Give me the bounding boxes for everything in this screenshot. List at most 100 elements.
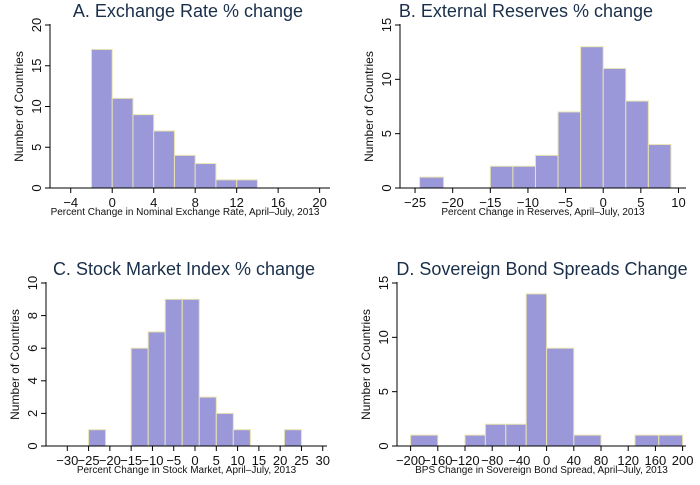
panel-b-bars (419, 46, 672, 189)
panel-c-x-tick-label: 30 (316, 453, 330, 468)
panel-a-bar (173, 154, 196, 189)
panel-b-x-tick-label: −25 (404, 195, 426, 210)
panel-d-y-tick-label: 5 (376, 388, 391, 395)
panel-d-x-tick-label: 200 (672, 453, 694, 468)
panel-b-y-tick-label: 10 (379, 72, 394, 86)
panel-c-bar (283, 429, 302, 447)
panel-a-x-tick-label: 8 (192, 195, 199, 210)
panel-c-y-tick-label: 0 (25, 442, 40, 449)
panel-d-x-tick-label: 160 (645, 453, 667, 468)
panel-c-bar (88, 429, 107, 447)
panel-d-title: D. Sovereign Bond Spreads Change (396, 259, 687, 279)
panel-c-x-tick-label: −30 (56, 453, 78, 468)
panel-a-bar (90, 48, 113, 189)
panel-b-x-ticks: −25 −20 −15 −10 −5 0 5 10 (404, 188, 686, 210)
panel-d-bar (484, 423, 507, 447)
panel-a-x-tick-label: −4 (63, 195, 78, 210)
panel-a-bar (236, 179, 258, 189)
panel-d-y-tick-label: 0 (376, 442, 391, 449)
panel-c-x-ticks: −30 −25 −20 −15 −10 −5 0 5 10 15 20 25 30 (56, 446, 330, 468)
panel-b-y-ticks: 0 5 10 15 (379, 18, 400, 192)
panel-d-bar (525, 293, 548, 447)
panel-a-bar (111, 97, 134, 189)
panel-b-x-tick-label: −5 (558, 195, 573, 210)
panel-a-x-tick-label: 0 (109, 195, 116, 210)
panel-c-bar (232, 429, 251, 447)
panel-c-x-tick-label: −5 (166, 453, 181, 468)
panel-c-x-tick-label: −10 (141, 453, 163, 468)
panel-a-title: A. Exchange Rate % change (73, 1, 303, 21)
panel-a-y-tick-label: 10 (29, 99, 44, 113)
panel-b-x-tick-label: 5 (637, 195, 644, 210)
panel-a-x-label: Percent Change in Nominal Exchange Rate,… (51, 207, 320, 218)
panel-c-y-tick-label: 10 (25, 276, 40, 290)
panel-d-x-tick-label: 80 (594, 453, 608, 468)
panel-a-y-tick-label: 5 (29, 144, 44, 151)
panel-d-y-ticks: 0 5 10 15 (376, 276, 397, 450)
panel-b-y-tick-label: 0 (379, 184, 394, 191)
panel-a-bar (194, 163, 217, 189)
panel-d-y-label: Number of Countries (359, 309, 373, 420)
panel-c-y-tick-label: 4 (25, 377, 40, 384)
panel-d-x-tick-label: 40 (567, 453, 581, 468)
panel-c-x-tick-label: 5 (213, 453, 220, 468)
panel-d: D. Sovereign Bond Spreads Change 051015 … (359, 259, 693, 476)
panel-a-x-tick-label: 4 (150, 195, 157, 210)
panel-b-bar (557, 111, 582, 189)
panel-b-y-tick-label: 5 (379, 130, 394, 137)
panel-d-bar (573, 434, 602, 447)
panel-a-y-tick-label: 0 (29, 184, 44, 191)
panel-a-x-tick-label: 16 (271, 195, 285, 210)
panel-c-bar (130, 347, 149, 447)
panel-c-x-tick-label: 20 (273, 453, 287, 468)
panel-a-bar (153, 130, 175, 189)
panel-b-x-tick-label: 10 (671, 195, 685, 210)
panel-b-x-label: Percent Change in Reserves, April–July, … (441, 207, 645, 218)
panel-a-y-ticks: 0 5 10 15 20 (29, 18, 50, 192)
panel-b-x-tick-label: 0 (600, 195, 607, 210)
panel-b-y-label: Number of Countries (362, 51, 376, 162)
panel-c-y-tick-label: 2 (25, 410, 40, 417)
panel-b-bar (580, 46, 604, 189)
panel-c-x-tick-label: 0 (191, 453, 198, 468)
panel-d-x-label: BPS Change in Sovereign Bond Spread, Apr… (415, 465, 668, 476)
panel-c-x-tick-label: −15 (120, 453, 142, 468)
panel-c-x-tick-label: −25 (78, 453, 100, 468)
panel-c-bar (215, 412, 234, 447)
panel-a-bars (90, 48, 258, 189)
panel-a-bar (132, 114, 155, 189)
panel-d-x-tick-label: −80 (481, 453, 503, 468)
panel-a: A. Exchange Rate % change 0 5 10 15 20 −4 0 4 8… (12, 1, 330, 218)
panel-d-bar (546, 347, 575, 447)
panel-d-bar (634, 434, 660, 447)
panel-b-x-tick-label: −15 (479, 195, 501, 210)
panel-a-x-tick-label: 12 (229, 195, 243, 210)
panel-c: C. Stock Market Index % change 0 2 4 6 8 10 −… (8, 259, 330, 476)
panel-d-bars (410, 293, 684, 447)
panel-c-title: C. Stock Market Index % change (53, 259, 315, 279)
panel-c-x-label: Percent Change in Stock Market, April–Ju… (77, 465, 297, 476)
panel-d-bar (505, 423, 527, 447)
panel-c-x-tick-label: −20 (99, 453, 121, 468)
panel-b-bar (489, 165, 514, 189)
panel-b-y-tick-label: 15 (379, 18, 394, 32)
panel-a-y-tick-label: 15 (29, 59, 44, 73)
panel-c-bar (147, 331, 166, 447)
panel-d-x-tick-label: 0 (543, 453, 550, 468)
panel-d-bar (410, 434, 439, 447)
panel-d-bar (658, 434, 684, 447)
panel-b-bar (602, 67, 627, 189)
panel-b-bar (647, 144, 672, 189)
panel-b-bar (534, 154, 559, 189)
panel-c-bars (88, 298, 302, 447)
panel-c-bar (181, 298, 200, 447)
panel-c-y-tick-label: 8 (25, 312, 40, 319)
panel-d-x-tick-label: −120 (450, 453, 479, 468)
panel-a-y-tick-label: 20 (29, 18, 44, 32)
panel-c-x-tick-label: 25 (294, 453, 308, 468)
panel-d-y-tick-label: 10 (376, 330, 391, 344)
panel-a-x-tick-label: 20 (312, 195, 326, 210)
panel-b-bar (625, 100, 649, 189)
panel-a-x-ticks: −4 0 4 8 12 16 20 (63, 188, 327, 210)
panel-a-bar (215, 179, 238, 189)
